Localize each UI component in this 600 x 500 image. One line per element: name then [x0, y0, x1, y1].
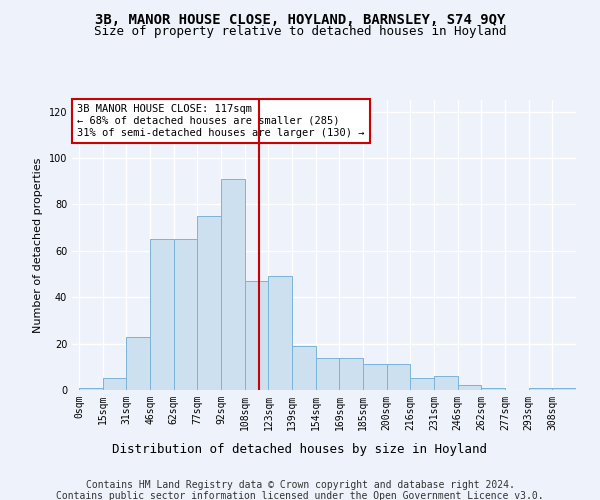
Bar: [316, 358, 340, 390]
Bar: [174, 239, 197, 390]
Text: Contains public sector information licensed under the Open Government Licence v3: Contains public sector information licen…: [56, 491, 544, 500]
Text: 3B MANOR HOUSE CLOSE: 117sqm
← 68% of detached houses are smaller (285)
31% of s: 3B MANOR HOUSE CLOSE: 117sqm ← 68% of de…: [77, 104, 365, 138]
Text: Size of property relative to detached houses in Hoyland: Size of property relative to detached ho…: [94, 25, 506, 38]
Bar: [103, 378, 127, 390]
Bar: [292, 346, 316, 390]
Text: 3B, MANOR HOUSE CLOSE, HOYLAND, BARNSLEY, S74 9QY: 3B, MANOR HOUSE CLOSE, HOYLAND, BARNSLEY…: [95, 12, 505, 26]
Text: Contains HM Land Registry data © Crown copyright and database right 2024.: Contains HM Land Registry data © Crown c…: [86, 480, 514, 490]
Bar: [363, 364, 387, 390]
Bar: [481, 388, 505, 390]
Y-axis label: Number of detached properties: Number of detached properties: [33, 158, 43, 332]
Bar: [387, 364, 410, 390]
Bar: [340, 358, 363, 390]
Bar: [434, 376, 458, 390]
Bar: [410, 378, 434, 390]
Bar: [221, 179, 245, 390]
Bar: [458, 386, 481, 390]
Bar: [150, 239, 174, 390]
Bar: [268, 276, 292, 390]
Bar: [529, 388, 553, 390]
Bar: [245, 281, 268, 390]
Bar: [127, 336, 150, 390]
Bar: [553, 388, 576, 390]
Text: Distribution of detached houses by size in Hoyland: Distribution of detached houses by size …: [113, 442, 487, 456]
Bar: [79, 388, 103, 390]
Bar: [197, 216, 221, 390]
